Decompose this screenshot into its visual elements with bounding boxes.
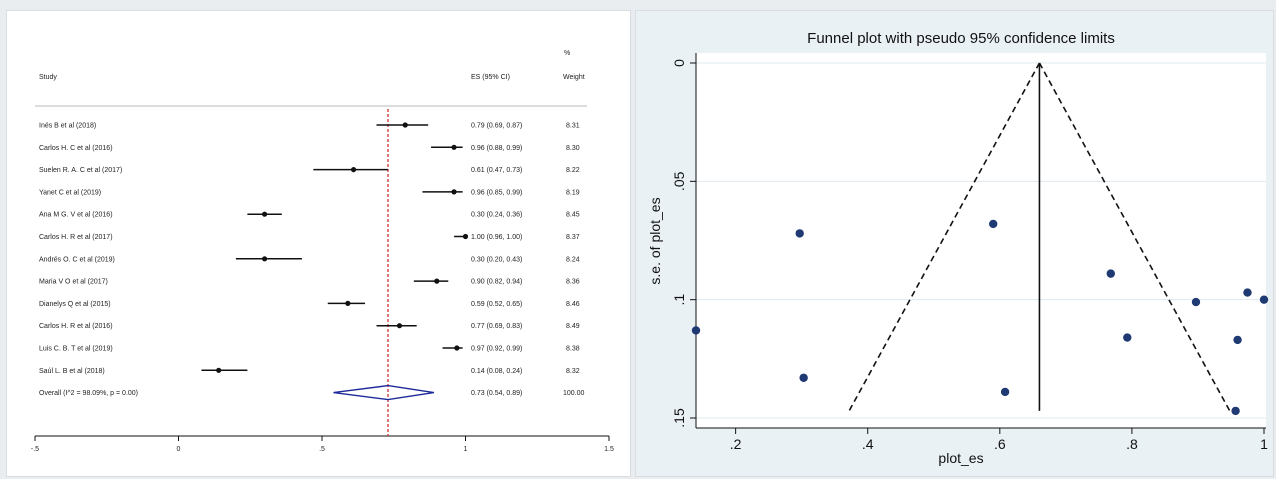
study-label: Ana M G. V et al (2016) [39, 212, 113, 219]
funnel-point [1259, 295, 1269, 304]
forest-x-tick-label: 0 [177, 446, 181, 453]
study-label: Dianelys Q et al (2015) [39, 301, 111, 308]
funnel-y-tick-label: .15 [671, 408, 687, 428]
funnel-y-tick-label: .1 [671, 294, 687, 306]
effect-point [345, 300, 351, 306]
study-label: Inés B et al (2018) [39, 123, 96, 130]
header-study: Study [39, 74, 57, 81]
es-ci-text: 0.97 (0.92, 0.99) [471, 346, 522, 353]
funnel-point [1000, 387, 1010, 397]
forest-x-tick-label: .5 [319, 446, 325, 453]
funnel-x-tick-label: 1 [1260, 436, 1268, 452]
funnel-title: Funnel plot with pseudo 95% confidence l… [807, 30, 1115, 47]
es-ci-text: 0.96 (0.85, 0.99) [471, 189, 522, 196]
weight-text: 8.45 [566, 212, 580, 219]
weight-text: 8.36 [566, 279, 580, 286]
es-ci-text: 0.77 (0.69, 0.83) [471, 323, 522, 330]
es-ci-text: 0.61 (0.47, 0.73) [471, 167, 522, 174]
study-label: Luis C. B. T et al (2019) [39, 346, 113, 353]
forest-x-tick-label: 1 [464, 446, 468, 453]
funnel-point [989, 219, 998, 229]
funnel-x-tick-label: .6 [994, 436, 1006, 452]
effect-point [216, 367, 222, 373]
effect-point [454, 345, 460, 351]
study-label: Suelen R. A. C et al (2017) [39, 167, 122, 174]
study-label: Maria V O et al (2017) [39, 279, 108, 286]
forest-plot: % Study ES (95% CI) Weight Inés B et al … [31, 50, 614, 453]
funnel-y-tick-label: .05 [671, 171, 687, 191]
funnel-plot-area [696, 53, 1266, 428]
funnel-point [1231, 406, 1240, 416]
funnel-point [1123, 333, 1132, 342]
overall-ci-text: 0.73 (0.54, 0.89) [471, 390, 522, 397]
effect-point [434, 278, 440, 284]
weight-text: 8.24 [566, 256, 580, 263]
effect-point [262, 211, 268, 217]
funnel-point [1191, 297, 1201, 307]
header-percent: % [564, 50, 570, 57]
lower-confidence-limit [848, 62, 1041, 412]
effect-point [350, 167, 357, 173]
funnel-point [799, 373, 808, 382]
forest-x-tick-label: -.5 [31, 446, 39, 453]
funnel-point [795, 229, 804, 238]
effect-point [451, 189, 457, 195]
effect-point [402, 122, 408, 128]
es-ci-text: 0.90 (0.82, 0.94) [471, 279, 522, 286]
funnel-x-tick-label: .4 [862, 436, 874, 452]
funnel-point [1233, 335, 1242, 345]
weight-text: 8.37 [566, 234, 580, 241]
effect-point [262, 256, 268, 262]
funnel-point [691, 326, 701, 335]
study-label: Andrés O. C et al (2019) [39, 256, 115, 263]
weight-text: 8.19 [566, 189, 580, 196]
funnel-x-tick-label: .2 [730, 436, 742, 452]
forest-marks: Inés B et al (2018) 0.79 (0.69, 0.87) 8.31… [31, 109, 614, 453]
header-es: ES (95% CI) [471, 74, 510, 81]
funnel-point [1243, 288, 1252, 297]
funnel-x-tick-label: .8 [1126, 436, 1138, 452]
weight-text: 8.46 [566, 301, 580, 308]
study-label: Carlos H. R et al (2016) [39, 323, 113, 330]
effect-point [462, 233, 469, 240]
es-ci-text: 0.59 (0.52, 0.65) [471, 301, 522, 308]
forest-x-tick-label: 1.5 [604, 446, 614, 453]
funnel-y-label: s.e. of plot_es [647, 197, 663, 284]
es-ci-text: 1.00 (0.96, 1.00) [471, 234, 522, 241]
funnel-point [1106, 269, 1115, 278]
funnel-plot: Funnel plot with pseudo 95% confidence l… [647, 30, 1269, 466]
overall-weight-text: 100.00 [563, 390, 585, 397]
weight-text: 8.31 [566, 123, 580, 130]
effect-point [396, 323, 403, 329]
study-label: Carlos H. C et al (2016) [39, 145, 113, 152]
es-ci-text: 0.79 (0.69, 0.87) [471, 123, 522, 130]
weight-text: 8.38 [566, 346, 580, 353]
upper-confidence-limit [1038, 62, 1231, 412]
weight-text: 8.30 [566, 145, 580, 152]
weight-text: 8.49 [566, 323, 580, 330]
overall-label: Overall (I^2 = 98.09%, p = 0.00) [39, 390, 138, 397]
funnel-plot-panel: Funnel plot with pseudo 95% confidence l… [635, 10, 1274, 477]
funnel-y-tick-label: 0 [671, 59, 687, 67]
study-label: Saúl L. B et al (2018) [39, 368, 105, 375]
forest-plot-panel: % Study ES (95% CI) Weight Inés B et al … [6, 10, 631, 477]
funnel-marks: 0 .05 .1 .15 .2 .4 .6 .8 1 [671, 59, 1269, 452]
funnel-x-label: plot_es [938, 450, 983, 466]
effect-point [451, 144, 457, 150]
overall-diamond [333, 384, 435, 401]
weight-text: 8.32 [566, 368, 580, 375]
study-label: Yanet C et al (2019) [39, 189, 101, 196]
es-ci-text: 0.14 (0.08, 0.24) [471, 368, 522, 375]
es-ci-text: 0.30 (0.24, 0.36) [471, 212, 522, 219]
es-ci-text: 0.30 (0.20, 0.43) [471, 256, 522, 263]
study-label: Carlos H. R et al (2017) [39, 234, 113, 241]
header-weight: Weight [563, 74, 585, 81]
weight-text: 8.22 [566, 167, 580, 174]
es-ci-text: 0.96 (0.88, 0.99) [471, 145, 522, 152]
funnel-grid [696, 62, 1266, 419]
